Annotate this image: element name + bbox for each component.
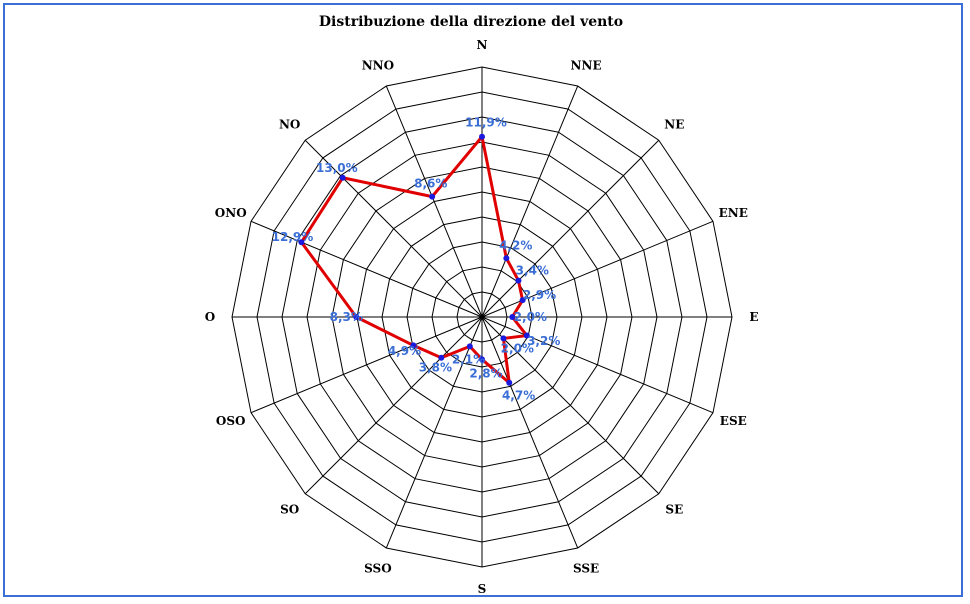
chart-frame	[3, 3, 963, 597]
data-point-ne	[515, 277, 522, 284]
grid-spoke	[385, 85, 483, 318]
value-label-ne: 3,4%	[516, 264, 549, 278]
data-point-oso	[410, 342, 417, 349]
grid-spoke	[250, 316, 483, 414]
value-label-no: 13,0%	[316, 161, 358, 175]
direction-label-o: O	[205, 310, 215, 324]
data-point-e	[509, 314, 516, 320]
direction-label-ese: ESE	[720, 414, 747, 428]
value-label-nne: 4,2%	[499, 238, 532, 252]
value-label-sso: 2,1%	[452, 352, 485, 366]
data-point-s	[479, 356, 485, 363]
series-layer	[298, 133, 530, 386]
grid-spoke	[250, 220, 483, 318]
grid-spoke	[481, 139, 660, 318]
value-label-s: 2,8%	[469, 366, 502, 380]
direction-label-ene: ENE	[719, 206, 748, 220]
value-label-ese: 3,2%	[527, 334, 560, 348]
direction-label-no: NO	[279, 118, 300, 132]
grid-spoke	[481, 316, 714, 414]
data-point-o	[353, 314, 360, 320]
direction-label-sse: SSE	[573, 561, 599, 575]
data-point-ono	[298, 239, 305, 246]
value-label-nno: 8,6%	[414, 177, 447, 191]
labels-layer: N NNE NE ENE E ESE SE SSE S SSO SO OSO O ONO NO NNO 11,9…	[205, 38, 759, 596]
data-point-nno	[429, 193, 436, 200]
grid-spoke	[481, 316, 579, 549]
direction-label-e: E	[749, 310, 758, 324]
data-point-no	[339, 174, 346, 181]
value-label-n: 11,9%	[465, 116, 507, 130]
direction-label-so: SO	[280, 502, 299, 516]
data-point-sse	[506, 379, 513, 386]
data-point-n	[479, 133, 485, 140]
chart-title: Distribuzione della direzione del vento	[319, 14, 623, 30]
data-point-se	[500, 335, 507, 342]
data-point-ese	[523, 332, 530, 339]
direction-label-ne: NE	[664, 118, 684, 132]
data-point-sso	[466, 343, 473, 350]
value-label-se: 2,0%	[501, 341, 534, 355]
direction-label-sso: SSO	[364, 561, 392, 575]
direction-label-s: S	[478, 582, 487, 596]
grid-spoke	[481, 85, 579, 318]
grid-spoke	[481, 316, 660, 495]
data-point-ene	[519, 297, 526, 304]
grid-spoke	[304, 139, 483, 318]
direction-label-oso: OSO	[216, 414, 246, 428]
value-label-ono: 12,9%	[272, 230, 314, 244]
direction-label-n: N	[477, 38, 488, 52]
value-label-o: 8,3%	[330, 310, 363, 324]
value-label-so: 3,8%	[419, 361, 452, 375]
direction-label-ono: ONO	[215, 206, 247, 220]
direction-label-nne: NNE	[571, 59, 602, 73]
value-label-oso: 4,9%	[388, 344, 421, 358]
data-point-nne	[503, 255, 510, 262]
direction-label-se: SE	[665, 502, 683, 516]
data-point-so	[438, 354, 445, 361]
direction-label-nno: NNO	[362, 59, 394, 73]
grid-spoke	[304, 316, 483, 495]
value-label-e: 2,0%	[514, 310, 547, 324]
value-label-sse: 4,7%	[502, 389, 535, 403]
value-label-ene: 2,9%	[523, 288, 556, 302]
grid-spoke	[385, 316, 483, 549]
